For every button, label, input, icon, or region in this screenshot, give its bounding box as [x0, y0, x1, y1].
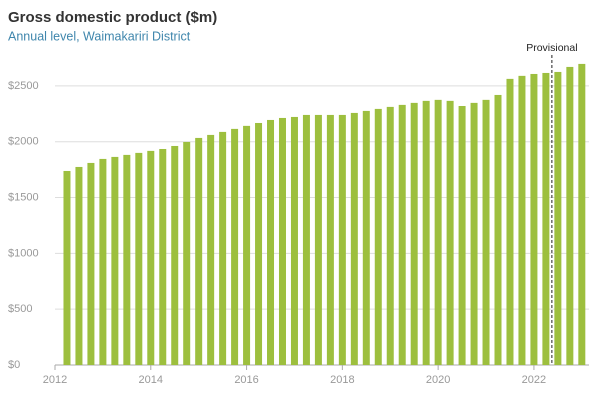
bar — [195, 137, 203, 365]
x-tick-label: 2018 — [330, 374, 354, 386]
bar — [374, 108, 382, 365]
bar — [506, 78, 514, 365]
y-tick-label: $0 — [8, 359, 20, 371]
bar — [554, 71, 562, 366]
x-tick-label: 2014 — [139, 374, 163, 386]
bar — [63, 170, 71, 365]
bar — [75, 166, 83, 365]
bar — [518, 75, 526, 365]
bar — [578, 63, 586, 366]
bar — [362, 110, 370, 365]
bar — [278, 117, 286, 365]
bar — [434, 99, 442, 365]
bar — [99, 158, 107, 365]
x-tick-label: 2016 — [234, 374, 258, 386]
bar — [255, 122, 263, 365]
bar — [135, 152, 143, 365]
bar — [87, 162, 95, 365]
bar — [123, 154, 131, 365]
bar — [410, 102, 418, 366]
bar — [470, 102, 478, 366]
bar — [267, 119, 275, 365]
bar — [302, 114, 310, 366]
bar — [111, 156, 119, 365]
bar — [386, 106, 394, 365]
bar — [290, 116, 298, 365]
bar — [183, 141, 191, 365]
bar — [446, 100, 454, 366]
chart-title: Gross domestic product ($m) — [8, 9, 217, 26]
bar — [422, 100, 430, 366]
y-tick-label: $2000 — [8, 136, 39, 148]
y-tick-label: $500 — [8, 303, 32, 315]
bar — [494, 94, 502, 366]
y-tick-label: $1000 — [8, 247, 39, 259]
bar — [314, 114, 322, 366]
chart-subtitle: Annual level, Waimakariri District — [8, 29, 191, 43]
bar — [207, 134, 215, 365]
y-tick-label: $2500 — [8, 80, 39, 92]
x-tick-label: 2012 — [43, 374, 67, 386]
bar — [566, 66, 574, 365]
bar — [231, 128, 239, 365]
bar — [542, 72, 550, 365]
annotation: Provisional — [526, 42, 577, 54]
bar — [482, 99, 490, 365]
bar — [350, 112, 358, 365]
bar — [458, 106, 466, 366]
bar — [243, 125, 251, 365]
x-tick-label: 2020 — [426, 374, 450, 386]
bar — [326, 114, 334, 366]
bar — [398, 104, 406, 366]
y-tick-label: $1500 — [8, 191, 39, 203]
bar — [338, 114, 346, 366]
bar — [530, 73, 538, 366]
bar — [171, 145, 179, 365]
bar — [219, 131, 227, 365]
bar — [159, 148, 167, 365]
x-tick-label: 2022 — [522, 374, 546, 386]
bar — [147, 150, 155, 365]
